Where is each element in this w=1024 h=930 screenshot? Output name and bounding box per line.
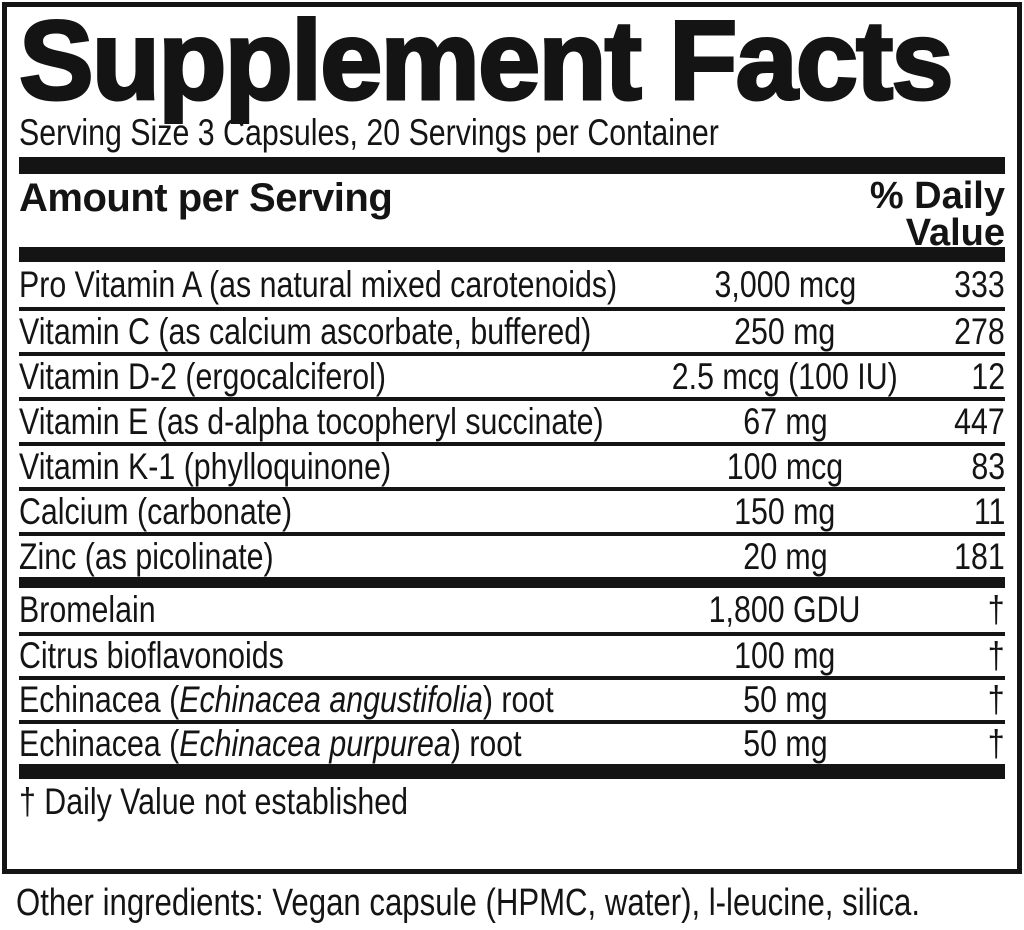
nutrient-row: Vitamin E (as d-alpha tocopheryl succina…	[19, 397, 1005, 442]
thick-divider-top	[19, 157, 1005, 174]
nutrient-amount: 2.5 mcg (100 IU)	[672, 355, 898, 397]
section-divider	[19, 577, 1005, 588]
nutrient-row: Vitamin K-1 (phylloquinone) 100 mcg 83	[19, 442, 1005, 487]
nutrient-amount: 50 mg	[742, 679, 828, 720]
nutrient-daily-value: 333	[954, 263, 1005, 305]
nutrient-amount: 250 mg	[734, 310, 836, 352]
nutrient-name: Zinc (as picolinate)	[19, 535, 274, 577]
nutrient-name: Vitamin E (as d-alpha tocopheryl succina…	[19, 400, 604, 442]
nutrient-name: Bromelain	[19, 589, 156, 630]
nutrient-row: Vitamin C (as calcium ascorbate, buffere…	[19, 307, 1005, 352]
daily-value-header-line2: Value	[905, 212, 1005, 254]
nutrient-name: Vitamin K-1 (phylloquinone)	[19, 445, 392, 487]
nutrient-amount: 100 mcg	[726, 445, 844, 487]
nutrient-name: Vitamin D-2 (ergocalciferol)	[19, 355, 387, 397]
amount-per-serving-header: Amount per Serving	[19, 176, 393, 220]
nutrient-row: Echinacea (Echinacea purpurea) root 50 m…	[19, 720, 1005, 764]
daily-value-header-line1: % Daily	[869, 175, 1005, 217]
nutrient-row: Pro Vitamin A (as natural mixed caroteno…	[19, 262, 1005, 307]
nutrient-daily-value: 278	[954, 310, 1005, 352]
nutrient-amount: 50 mg	[742, 723, 828, 764]
panel-title: Supplement Facts	[18, 0, 956, 123]
nutrient-row: Vitamin D-2 (ergocalciferol) 2.5 mcg (10…	[19, 352, 1005, 397]
serving-info-text: Serving Size 3 Capsules, 20 Servings per…	[19, 112, 719, 153]
thick-divider-header	[19, 247, 1005, 262]
nutrient-daily-value: 447	[954, 400, 1005, 442]
nutrient-name: Pro Vitamin A (as natural mixed caroteno…	[19, 263, 618, 305]
nutrient-amount: 150 mg	[734, 490, 836, 532]
daily-value-footnote-text: † Daily Value not established	[19, 781, 409, 822]
supplement-facts-panel: Supplement Facts Serving Size 3 Capsules…	[2, 2, 1022, 874]
nutrient-row: Bromelain 1,800 GDU †	[19, 588, 1005, 632]
nutrient-name: Calcium (carbonate)	[19, 490, 293, 532]
nutrient-daily-value: 83	[971, 445, 1005, 487]
nutrient-daily-value: 12	[971, 355, 1005, 397]
nutrient-rows-herbal: Bromelain 1,800 GDU † Citrus bioflavonoi…	[19, 588, 1005, 764]
nutrient-name: Citrus bioflavonoids	[19, 635, 284, 676]
nutrient-row: Zinc (as picolinate) 20 mg 181	[19, 532, 1005, 577]
thick-divider-footnote	[19, 764, 1005, 779]
nutrient-amount: 3,000 mcg	[714, 263, 856, 305]
nutrient-name: Vitamin C (as calcium ascorbate, buffere…	[19, 310, 592, 352]
serving-info: Serving Size 3 Capsules, 20 Servings per…	[19, 113, 1005, 153]
nutrient-row: Calcium (carbonate) 150 mg 11	[19, 487, 1005, 532]
nutrient-amount: 20 mg	[742, 535, 828, 577]
nutrient-name: Echinacea (Echinacea purpurea) root	[19, 723, 522, 764]
daily-value-footnote: † Daily Value not established	[19, 779, 1005, 825]
nutrient-row: Citrus bioflavonoids 100 mg †	[19, 632, 1005, 676]
nutrient-daily-value: †	[988, 589, 1005, 630]
nutrient-daily-value: †	[988, 679, 1005, 720]
nutrient-daily-value: 181	[954, 535, 1005, 577]
nutrient-daily-value: 11	[973, 490, 1005, 532]
nutrient-daily-value: †	[988, 635, 1005, 676]
nutrient-amount: 1,800 GDU	[709, 589, 861, 630]
nutrient-row: Echinacea (Echinacea angustifolia) root …	[19, 676, 1005, 720]
nutrient-name: Echinacea (Echinacea angustifolia) root	[19, 679, 554, 720]
nutrient-amount: 67 mg	[742, 400, 828, 442]
other-ingredients: Other ingredients: Vegan capsule (HPMC, …	[16, 882, 1024, 924]
column-header-row: Amount per Serving % Daily Value	[19, 174, 1005, 252]
nutrient-rows-main: Pro Vitamin A (as natural mixed caroteno…	[19, 262, 1005, 577]
daily-value-header: % Daily Value	[869, 175, 1005, 254]
other-ingredients-text: Other ingredients: Vegan capsule (HPMC, …	[16, 882, 921, 924]
nutrient-daily-value: †	[988, 723, 1005, 764]
nutrient-amount: 100 mg	[734, 635, 836, 676]
